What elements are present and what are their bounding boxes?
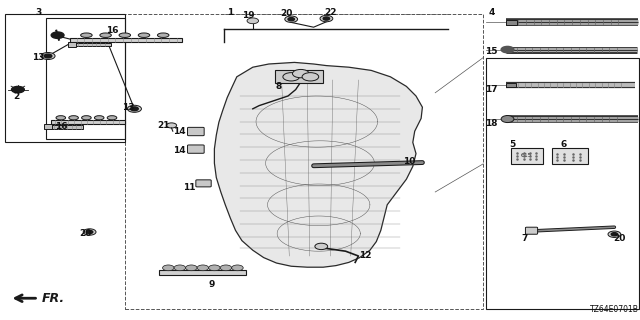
Text: 11: 11 (182, 183, 195, 192)
Circle shape (197, 265, 209, 271)
Circle shape (131, 107, 138, 111)
Bar (51, 125, 83, 129)
Circle shape (320, 15, 333, 22)
Text: 14: 14 (173, 146, 186, 155)
Circle shape (611, 233, 618, 236)
FancyBboxPatch shape (196, 180, 211, 187)
Ellipse shape (108, 116, 116, 120)
Text: 14: 14 (173, 127, 186, 136)
Circle shape (12, 86, 24, 93)
Text: 20: 20 (280, 9, 292, 18)
Ellipse shape (81, 33, 92, 37)
Text: 21: 21 (157, 121, 170, 130)
Circle shape (232, 265, 243, 271)
Ellipse shape (100, 33, 111, 37)
Ellipse shape (119, 33, 131, 37)
Circle shape (288, 18, 294, 21)
Text: 16: 16 (54, 122, 67, 131)
Circle shape (174, 265, 186, 271)
Circle shape (220, 265, 232, 271)
Bar (51, 120, 125, 124)
Circle shape (166, 123, 177, 128)
Text: 19: 19 (242, 11, 255, 20)
Circle shape (41, 52, 55, 60)
Bar (552, 148, 588, 164)
Ellipse shape (82, 116, 92, 120)
Text: 10: 10 (403, 157, 416, 166)
FancyBboxPatch shape (188, 145, 204, 153)
Text: 3: 3 (35, 8, 42, 17)
Bar (68, 42, 76, 47)
Circle shape (127, 105, 141, 112)
Ellipse shape (56, 116, 65, 120)
Circle shape (209, 265, 220, 271)
Ellipse shape (138, 33, 150, 37)
Circle shape (292, 69, 309, 78)
Text: 6: 6 (560, 140, 566, 149)
Bar (5, 14, 125, 142)
Circle shape (51, 32, 64, 38)
Text: 15: 15 (485, 47, 498, 56)
Text: 13: 13 (32, 53, 45, 62)
Bar (76, 43, 111, 46)
Circle shape (608, 231, 621, 237)
Text: 20: 20 (79, 229, 92, 238)
Circle shape (323, 17, 330, 20)
Bar (506, 20, 517, 25)
Circle shape (86, 230, 93, 234)
Text: 8: 8 (275, 82, 282, 91)
Text: FR.: FR. (42, 292, 65, 305)
Circle shape (186, 265, 197, 271)
Ellipse shape (157, 33, 169, 37)
Ellipse shape (501, 116, 514, 123)
Text: 18: 18 (485, 119, 498, 128)
Text: 20: 20 (613, 234, 626, 243)
Bar (506, 83, 516, 87)
Bar (486, 58, 639, 309)
Circle shape (247, 18, 259, 24)
Bar (511, 148, 543, 164)
Text: 5: 5 (509, 140, 515, 149)
Text: 4: 4 (488, 8, 495, 17)
Text: 12: 12 (358, 252, 371, 260)
Bar (46, 18, 125, 139)
Text: 615: 615 (521, 153, 532, 158)
Circle shape (44, 54, 52, 58)
Text: 13: 13 (122, 103, 134, 112)
Circle shape (315, 243, 328, 250)
Text: 2: 2 (13, 92, 19, 100)
Circle shape (302, 73, 319, 81)
Polygon shape (214, 62, 422, 267)
Text: 17: 17 (485, 85, 498, 94)
Bar (159, 270, 246, 275)
Bar (70, 38, 182, 42)
Ellipse shape (95, 116, 104, 120)
Text: 22: 22 (324, 8, 337, 17)
Bar (275, 70, 323, 83)
Circle shape (501, 46, 514, 53)
Ellipse shape (69, 116, 79, 120)
Circle shape (283, 73, 300, 81)
Text: 1: 1 (227, 8, 234, 17)
Bar (125, 14, 483, 309)
Text: 7: 7 (522, 234, 528, 243)
Circle shape (83, 229, 96, 235)
FancyBboxPatch shape (525, 227, 538, 234)
FancyBboxPatch shape (188, 127, 204, 136)
Text: 16: 16 (106, 26, 118, 35)
Text: 9: 9 (208, 280, 214, 289)
Circle shape (163, 265, 174, 271)
Text: TZ64E0701B: TZ64E0701B (590, 305, 639, 314)
Circle shape (285, 16, 298, 22)
Bar (44, 124, 52, 129)
